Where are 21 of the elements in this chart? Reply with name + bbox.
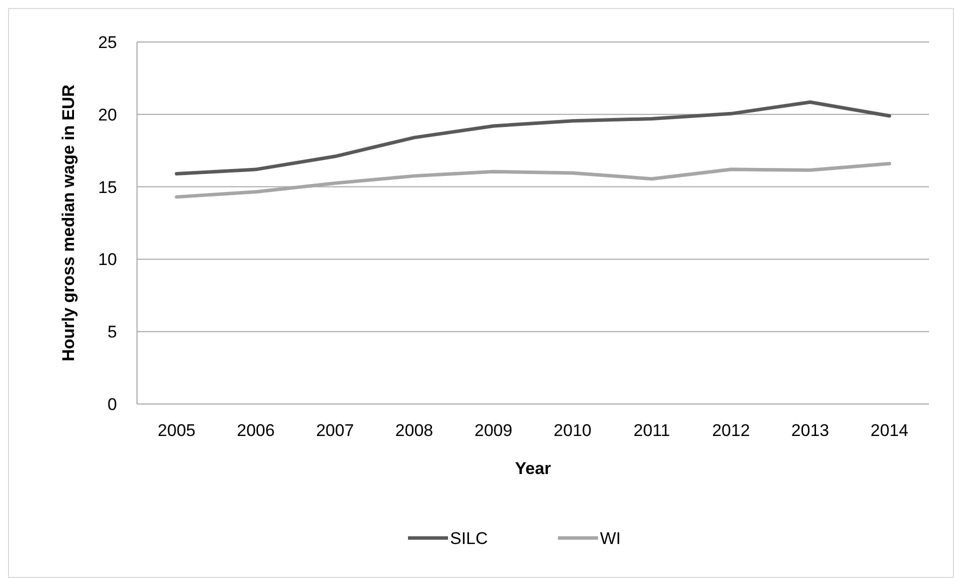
y-tick-label: 25 [98, 32, 117, 52]
x-tick-label: 2011 [634, 421, 670, 440]
x-tick-label: 2009 [474, 421, 512, 440]
line-series [174, 100, 892, 176]
y-tick-label: 10 [98, 250, 117, 270]
x-tick-label: 2014 [870, 421, 908, 440]
x-tick-label: 2007 [316, 421, 354, 440]
y-tick-label: 20 [98, 105, 117, 124]
legend-label: SILC [450, 528, 488, 548]
x-axis-title: Year [515, 459, 552, 478]
y-tick-label: 0 [108, 394, 117, 414]
x-tick-label: 2012 [712, 421, 750, 440]
y-tick-label: 15 [98, 178, 117, 197]
x-tick-label: 2005 [158, 421, 196, 440]
x-tick-label: 2008 [395, 421, 434, 440]
x-tick-label: 2006 [236, 421, 275, 440]
x-tick-label: 2013 [791, 421, 830, 440]
y-tick-label: 5 [108, 322, 117, 342]
legend-label: WI [600, 528, 621, 548]
x-tick-label: 2010 [554, 421, 592, 440]
y-axis-title: Hourly gross median wage in EUR [59, 84, 78, 362]
